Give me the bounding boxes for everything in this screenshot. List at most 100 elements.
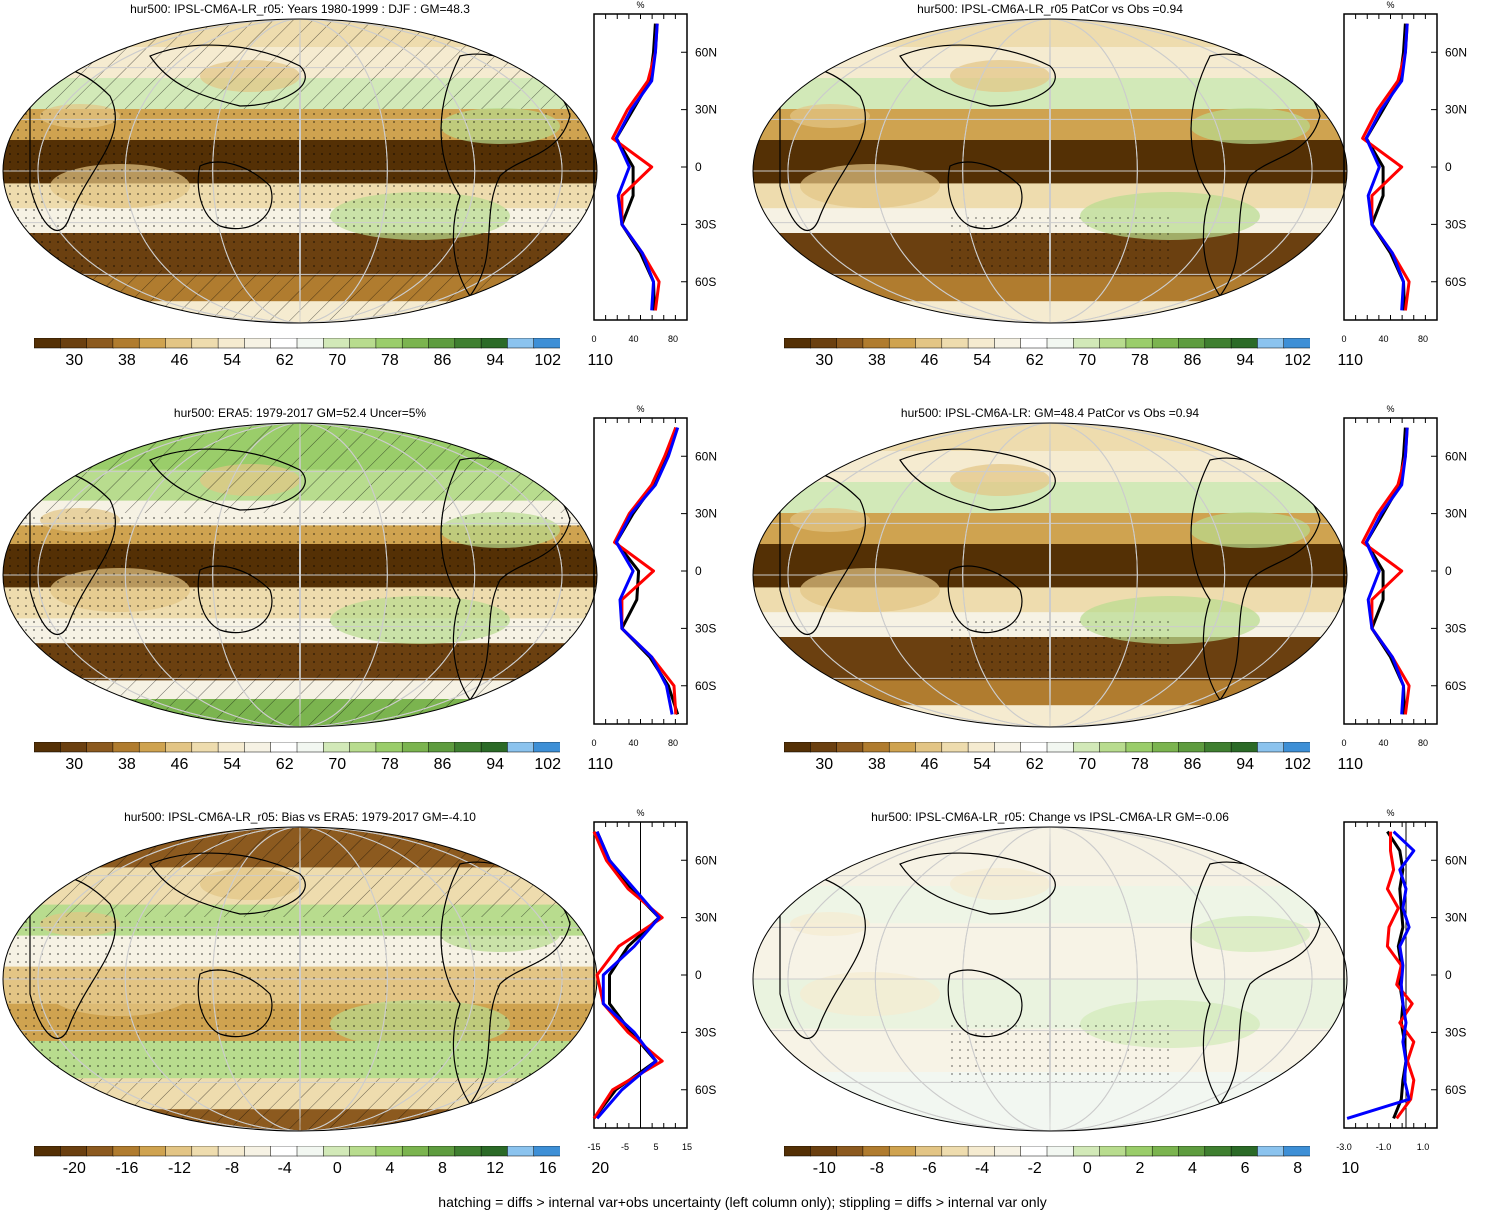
profile-x-tick-label: 40: [629, 334, 639, 344]
colorbar-swatch: [375, 742, 403, 753]
colorbar-tick-label: 54: [973, 756, 991, 773]
colorbar-tick-label: 102: [1284, 756, 1312, 773]
profile-line-red: [1361, 23, 1411, 311]
colorbar-swatch: [1204, 742, 1232, 753]
colorbar-swatch: [1125, 1146, 1153, 1157]
profile-lat-label: 60N: [695, 449, 717, 463]
profile-line-red: [611, 23, 661, 311]
profile-lat-label: 30N: [1445, 911, 1467, 925]
profile-plot-1: % 0 40 80 60N 30N 0 30S 60S: [591, 0, 717, 344]
colorbar-tick-label: 86: [1183, 756, 1202, 773]
colorbar-tick-label: -8: [224, 1160, 240, 1177]
colorbar-swatch: [165, 742, 193, 753]
profile-lat-label: 60N: [695, 853, 717, 867]
colorbar-labels-1: 30 38 46 54 62 70 78 86 94 102 110: [34, 352, 613, 374]
profile-lat-label: 0: [1445, 564, 1452, 578]
colorbar-swatch: [86, 1146, 114, 1157]
colorbar-labels-2: 30 38 46 54 62 70 78 86 94 102 110: [784, 352, 1363, 374]
profile-x-tick-label: 40: [1379, 334, 1389, 344]
colorbar-swatch: [1099, 338, 1127, 349]
colorbar-swatch: [375, 1146, 403, 1157]
colorbar-labels-3: 30 38 46 54 62 70 78 86 94 102 110: [34, 756, 613, 778]
colorbar-tick-label: 30: [815, 352, 834, 369]
colorbar-swatch: [86, 742, 114, 753]
profile-x-tick-label: -1.0: [1376, 1142, 1392, 1152]
colorbar-tick-label: 54: [973, 352, 991, 369]
profile-lat-label: 30S: [1445, 1025, 1466, 1039]
colorbar-swatch: [1178, 338, 1206, 349]
map-field: [753, 19, 1347, 323]
field-blob: [800, 568, 940, 612]
colorbar-swatch: [428, 1146, 456, 1157]
profile-line-red: [1385, 831, 1416, 1120]
colorbar-swatch: [217, 742, 246, 753]
colorbar-swatch: [401, 338, 430, 349]
colorbar-2: [784, 338, 1310, 349]
colorbar-swatch: [86, 338, 114, 349]
colorbar-tick-label: 102: [534, 352, 562, 369]
profile-lat-label: 30S: [1445, 621, 1466, 635]
panel-title-6: hur500: IPSL-CM6A-LR_r05: Change vs IPSL…: [871, 810, 1229, 824]
colorbar-tick-label: 70: [328, 756, 347, 773]
colorbar-tick-label: 102: [534, 756, 562, 773]
colorbar-swatch: [270, 1146, 298, 1157]
colorbar-swatch: [138, 1146, 167, 1157]
profile-plot-5: % -15 -5 5 15 60N 30N 0 30S 60S: [587, 808, 717, 1152]
colorbar-swatch: [994, 1146, 1022, 1157]
colorbar-tick-label: 110: [1337, 756, 1364, 773]
map-outline: [2, 422, 598, 728]
colorbar-swatch: [533, 742, 560, 753]
colorbar-swatch: [915, 1146, 943, 1157]
colorbar-swatch: [349, 1146, 377, 1157]
profile-lat-label: 30N: [695, 103, 717, 117]
profile-line-red: [1361, 427, 1411, 715]
colorbar-swatch: [323, 742, 351, 753]
colorbar-tick-label: 38: [117, 352, 136, 369]
colorbar-tick-label: 78: [1130, 756, 1149, 773]
profile-line-red: [613, 427, 678, 715]
profile-lat-label: 30S: [695, 217, 716, 231]
profile-lat-label: 60S: [695, 679, 716, 693]
colorbar-tick-label: 110: [1337, 352, 1364, 369]
colorbar-swatch: [507, 1146, 535, 1157]
profile-lat-label: 60S: [695, 1083, 716, 1097]
map-panel-3: [2, 422, 598, 728]
colorbar-swatch: [191, 1146, 219, 1157]
colorbar-swatch: [1151, 742, 1180, 753]
colorbar-tick-label: 62: [275, 756, 294, 773]
profile-x-tick-label: 1.0: [1417, 1142, 1430, 1152]
profile-lat-label: 60N: [1445, 45, 1467, 59]
field-blob: [800, 972, 940, 1016]
profile-x-tick-label: 0: [1341, 738, 1346, 748]
profile-x-tick-label: 0: [591, 334, 596, 344]
colorbar-swatch: [810, 742, 838, 753]
profile-plot-2: % 0 40 80 60N 30N 0 30S 60S: [1341, 0, 1467, 344]
colorbar-tick-label: 0: [332, 1160, 342, 1177]
colorbar-swatch: [428, 742, 456, 753]
colorbar-swatch: [296, 742, 325, 753]
colorbar-tick-label: 30: [815, 756, 834, 773]
map-field: [753, 827, 1347, 1131]
colorbar-swatch: [1099, 742, 1127, 753]
colorbar-swatch: [34, 742, 62, 753]
profile-lat-label: 60S: [695, 275, 716, 289]
profile-lat-label: 60S: [1445, 679, 1466, 693]
colorbar-tick-label: 54: [223, 756, 241, 773]
colorbar-tick-label: 4: [1188, 1160, 1197, 1177]
colorbar-5: [34, 1146, 560, 1157]
colorbar-swatch: [217, 338, 246, 349]
profile-lat-label: 30N: [695, 911, 717, 925]
profile-x-tick-label: 40: [629, 738, 639, 748]
colorbar-tick-label: -20: [62, 1160, 86, 1177]
colorbar-swatch: [217, 1146, 246, 1157]
colorbar-swatch: [1257, 338, 1285, 349]
colorbar-1: [34, 338, 560, 349]
colorbar-swatch: [1073, 742, 1101, 753]
colorbar-tick-label: 54: [223, 352, 241, 369]
colorbar-swatch: [244, 338, 272, 349]
colorbar-tick-label: 70: [1078, 352, 1097, 369]
colorbar-swatch: [165, 1146, 193, 1157]
colorbar-swatch: [888, 742, 917, 753]
colorbar-swatch: [1046, 742, 1075, 753]
map-outline: [2, 18, 598, 324]
